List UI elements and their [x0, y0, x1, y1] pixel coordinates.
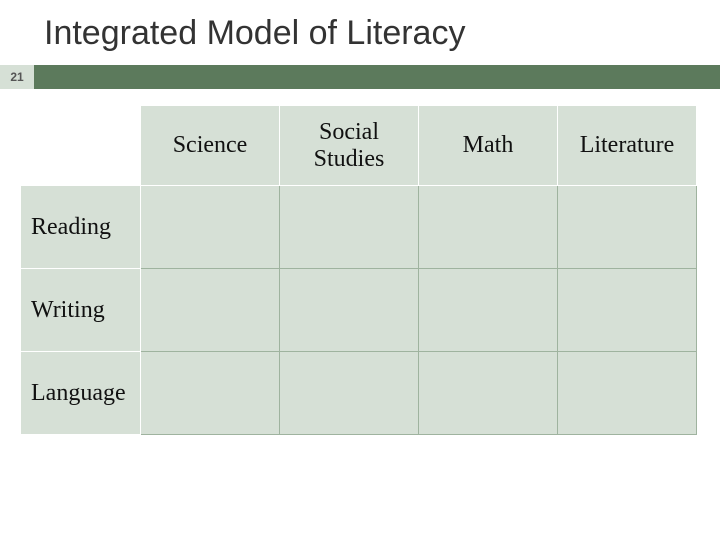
accent-band: 21 [0, 65, 720, 89]
cell [558, 352, 697, 435]
literacy-table: Science Social Studies Math Literature R… [20, 105, 697, 435]
cell [280, 352, 419, 435]
row-header-reading: Reading [21, 186, 141, 269]
row-header-writing: Writing [21, 269, 141, 352]
col-header-lit: Literature [558, 106, 697, 186]
cell [280, 186, 419, 269]
col-header-science: Science [141, 106, 280, 186]
table-row: Reading [21, 186, 697, 269]
cell [419, 352, 558, 435]
row-header-language: Language [21, 352, 141, 435]
table-row: Writing [21, 269, 697, 352]
cell [558, 186, 697, 269]
slide: Integrated Model of Literacy 21 Science … [0, 0, 720, 540]
cell [558, 269, 697, 352]
table-header-row: Science Social Studies Math Literature [21, 106, 697, 186]
cell [419, 186, 558, 269]
cell [280, 269, 419, 352]
table-corner [21, 106, 141, 186]
table-row: Language [21, 352, 697, 435]
cell [141, 269, 280, 352]
slide-title: Integrated Model of Literacy [0, 0, 720, 65]
literacy-table-wrap: Science Social Studies Math Literature R… [20, 105, 696, 435]
col-header-math: Math [419, 106, 558, 186]
col-header-social: Social Studies [280, 106, 419, 186]
cell [141, 186, 280, 269]
page-number: 21 [0, 65, 34, 89]
cell [419, 269, 558, 352]
cell [141, 352, 280, 435]
